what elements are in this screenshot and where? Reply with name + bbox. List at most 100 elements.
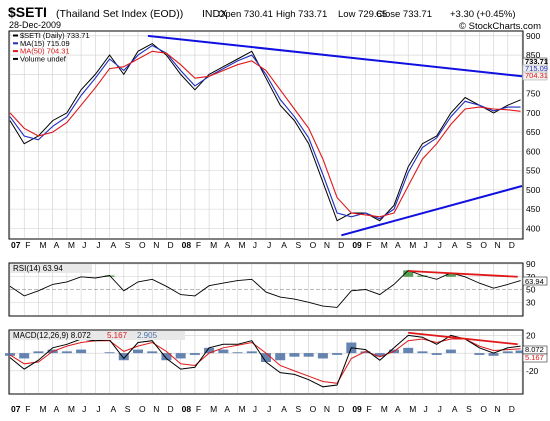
month-tick-label: D (338, 404, 344, 414)
month-tick-label: M (381, 240, 388, 250)
macd-histogram-bar (360, 351, 371, 354)
month-tick-label: S (295, 240, 301, 250)
month-tick-label: A (54, 404, 60, 414)
month-tick-label: D (338, 240, 344, 250)
month-tick-label: A (395, 404, 401, 414)
month-tick-label: J (96, 404, 100, 414)
month-tick-label: O (139, 404, 146, 414)
macd-histogram-bar (204, 347, 215, 354)
last-value-label: 704.31 (525, 71, 548, 80)
macd-histogram-bar (19, 353, 30, 359)
month-tick-label: A (452, 240, 458, 250)
month-tick-label: N (495, 404, 501, 414)
month-tick-label: O (310, 404, 317, 414)
macd-histogram-bar (303, 353, 314, 357)
macd-histogram-bar (474, 353, 485, 355)
macd-last-value: 8.072 (525, 345, 544, 354)
price-panel: 400450500550600650700750800850900$SETI (… (9, 31, 548, 238)
macd-histogram-bar (317, 353, 328, 359)
rsi-divergence-line (408, 270, 518, 278)
month-axis: 07 F M A M J J A S O N D 08 F M A M J J A S O N D 09 F M A M J J A S O N D0… (11, 240, 515, 414)
month-tick-label: O (310, 240, 317, 250)
month-tick-label: M (239, 404, 246, 414)
macd-histogram-bar (175, 353, 186, 359)
month-tick-label: O (480, 404, 487, 414)
macd-line (9, 334, 521, 388)
macd-histogram-bar (332, 353, 343, 355)
macd-histogram-bar (488, 353, 499, 356)
month-tick-label: J (438, 240, 442, 250)
macd-histogram-bar (261, 353, 271, 362)
rsi-line (9, 269, 521, 308)
macd-legend-entry: 2.905 (137, 331, 158, 340)
series-line-ma50 (9, 50, 521, 218)
month-tick-label: M (68, 404, 75, 414)
month-tick-label: M (39, 404, 46, 414)
macd-panel: -20020MACD(12,26,9) 8.0725.1672.9058.072… (5, 330, 548, 393)
month-tick-label: S (466, 404, 472, 414)
legend-entry: $SETI (Daily) 733.71 (20, 31, 90, 40)
rsi-legend-box (10, 264, 92, 273)
legend-swatch (13, 42, 18, 45)
month-tick-label: F (196, 404, 201, 414)
month-tick-label: F (25, 240, 30, 250)
security-name: (Thailand Set Index (EOD)) (56, 8, 183, 20)
month-tick-label: J (438, 404, 442, 414)
month-tick-label: M (239, 240, 246, 250)
chart-date: 28-Dec-2009 (9, 20, 61, 30)
last-value-box (522, 71, 548, 81)
macd-histogram-bar (5, 353, 15, 356)
month-tick-label: 09 (352, 240, 362, 250)
month-tick-label: S (125, 404, 131, 414)
price-tick-label: 900 (526, 31, 540, 41)
month-tick-label: A (224, 404, 230, 414)
rsi-overbought-fill (445, 272, 456, 277)
month-tick-label: N (153, 240, 159, 250)
macd-histogram-bar (161, 353, 172, 361)
macd-histogram-bar (232, 352, 243, 354)
price-tick-label: 650 (526, 127, 540, 137)
month-tick-label: D (167, 404, 173, 414)
last-value-label: 733.71 (525, 57, 548, 66)
trendline-support (341, 185, 523, 237)
macd-histogram-bar (445, 349, 456, 354)
month-tick-label: M (409, 404, 416, 414)
month-tick-label: A (452, 404, 458, 414)
trendline-resistance (147, 34, 523, 78)
month-tick-label: 09 (352, 404, 362, 414)
month-tick-label: A (54, 240, 60, 250)
macd-histogram-bar (246, 351, 257, 354)
month-tick-label: J (267, 240, 271, 250)
macd-tick-label: 20 (526, 330, 536, 340)
brand-watermark: © StockCharts.com (459, 21, 541, 32)
macd-histogram-bar (76, 349, 87, 354)
macd-divergence-line (408, 331, 518, 346)
month-tick-label: A (111, 240, 117, 250)
month-tick-label: D (167, 240, 173, 250)
rsi-tick-label: 30 (526, 297, 536, 307)
month-tick-label: M (381, 404, 388, 414)
macd-histogram-bar (515, 350, 526, 354)
rsi-overbought-fill (417, 275, 428, 277)
month-tick-label: J (267, 404, 271, 414)
month-tick-label: N (153, 404, 159, 414)
price-tick-label: 450 (526, 204, 540, 214)
rsi-legend: RSI(14) 63.94 (13, 264, 63, 273)
month-tick-label: 08 (182, 404, 192, 414)
month-tick-label: A (281, 404, 287, 414)
ohlc-chg: +3.30 (+0.45%) (450, 9, 516, 20)
macd-histogram-bar (275, 353, 286, 361)
macd-tick-label: -20 (526, 366, 539, 376)
month-tick-label: N (324, 404, 330, 414)
ohlc-open: Open 730.41 (218, 9, 273, 20)
month-tick-label: D (509, 240, 515, 250)
month-tick-label: J (423, 404, 427, 414)
macd-last-value: 5.167 (525, 353, 544, 362)
month-tick-label: M (68, 240, 75, 250)
month-tick-label: J (82, 404, 86, 414)
month-tick-label: N (495, 240, 501, 250)
month-tick-label: D (509, 404, 515, 414)
macd-histogram-bar (104, 352, 115, 354)
